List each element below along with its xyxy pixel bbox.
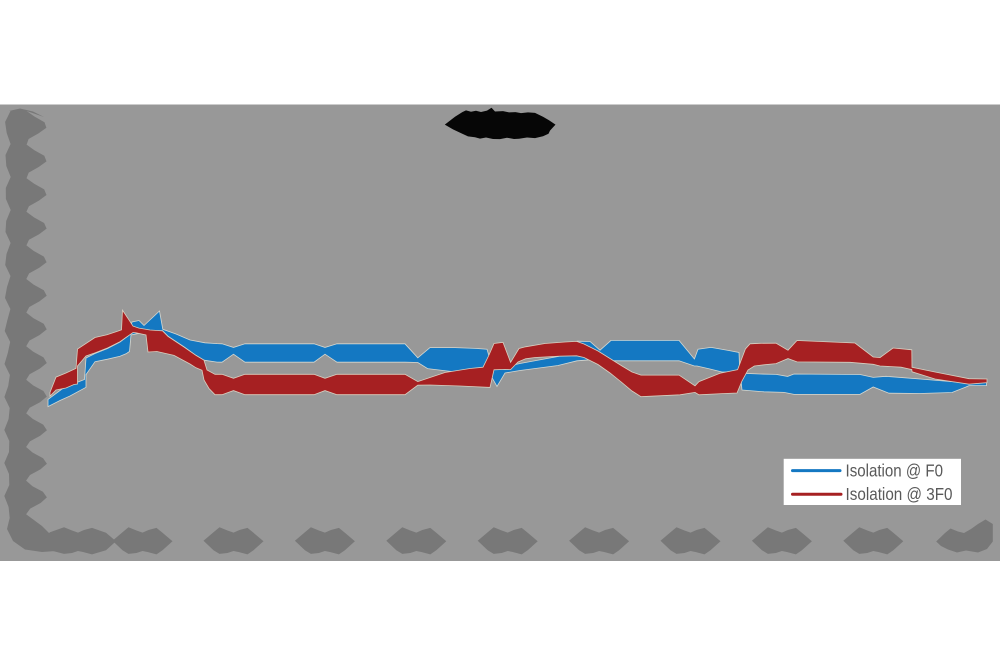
svg-text:Isolation @ F0: Isolation @ F0 [846, 461, 944, 481]
svg-text:Isolation @ 3F0: Isolation @ 3F0 [846, 484, 953, 504]
